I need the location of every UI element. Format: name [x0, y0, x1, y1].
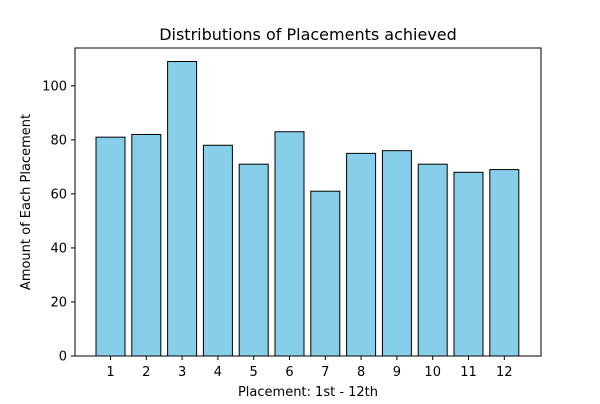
bar-7 [310, 190, 341, 357]
x-tick-label-4: 4 [214, 365, 222, 380]
y-tick-label-100: 100 [42, 79, 67, 94]
bar-12 [489, 169, 520, 357]
bar-10 [417, 163, 448, 357]
y-tick-label-80: 80 [50, 133, 67, 148]
x-tick-label-11: 11 [460, 365, 477, 380]
x-tick-label-12: 12 [496, 365, 513, 380]
y-tick-label-60: 60 [50, 187, 67, 202]
x-tick-label-9: 9 [393, 365, 401, 380]
bar-11 [453, 171, 484, 357]
bar-8 [346, 152, 377, 357]
bar-6 [274, 131, 305, 357]
x-tick-label-2: 2 [142, 365, 150, 380]
x-tick-label-1: 1 [106, 365, 114, 380]
x-tick-label-10: 10 [424, 365, 441, 380]
x-tick-label-8: 8 [357, 365, 365, 380]
bar-4 [202, 144, 233, 357]
x-axis-label: Placement: 1st - 12th [238, 385, 378, 400]
x-tick-label-7: 7 [321, 365, 329, 380]
bar-9 [381, 150, 412, 357]
chart-title: Distributions of Placements achieved [159, 25, 457, 44]
y-tick-label-20: 20 [50, 295, 67, 310]
x-tick-label-6: 6 [285, 365, 293, 380]
bar-5 [238, 163, 269, 357]
bar-1 [95, 136, 126, 357]
x-tick-label-5: 5 [250, 365, 258, 380]
x-tick-label-3: 3 [178, 365, 186, 380]
y-tick-label-0: 0 [59, 350, 67, 365]
y-axis-label: Amount of Each Placement [19, 114, 34, 290]
bar-2 [131, 133, 162, 357]
bar-3 [167, 61, 198, 357]
plot-area-frame [74, 47, 542, 357]
bars-layer [95, 61, 520, 357]
x-axis-ticks: 1 2 3 4 5 6 7 8 9 10 11 12 [106, 356, 513, 380]
y-axis-ticks: 0 20 40 60 80 100 [42, 79, 75, 365]
y-tick-label-40: 40 [50, 241, 67, 256]
